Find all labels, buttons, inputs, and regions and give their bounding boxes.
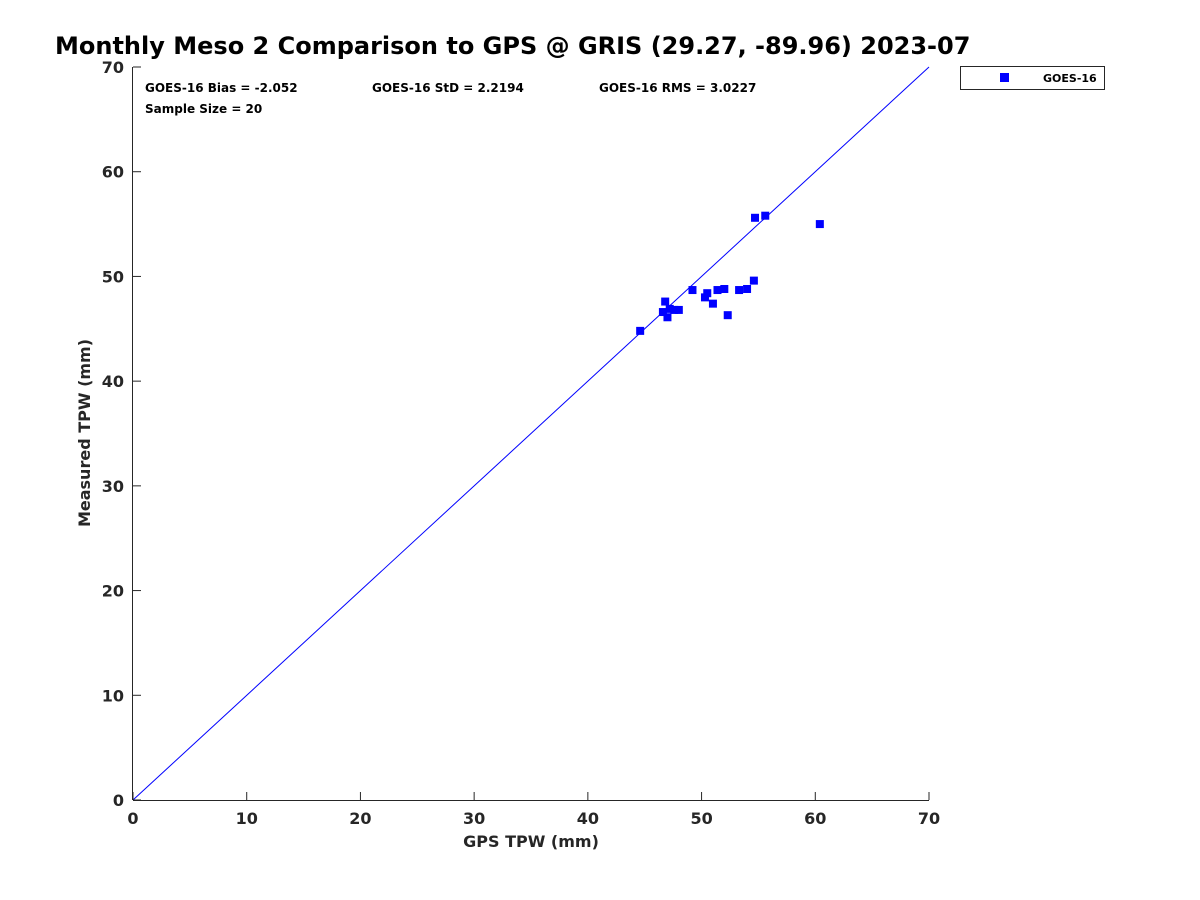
x-tick-label: 20 [349, 809, 371, 828]
legend-label: GOES-16 [1043, 72, 1097, 85]
axes-layer [132, 67, 929, 801]
data-point [670, 305, 679, 314]
std-annotation: GOES-16 StD = 2.2194 [372, 81, 524, 95]
y-axis-label: Measured TPW (mm) [75, 339, 94, 527]
data-point [674, 305, 683, 314]
data-point [708, 299, 717, 308]
x-tick-label: 30 [463, 809, 485, 828]
legend: GOES-16 [960, 66, 1105, 90]
data-point [665, 304, 674, 313]
x-tick-label: 40 [577, 809, 599, 828]
x-axis-ticks: 0 10 20 30 40 50 60 70 [127, 792, 940, 828]
y-tick-label: 70 [102, 58, 124, 77]
sample-size-annotation: Sample Size = 20 [145, 102, 262, 116]
y-axis-ticks: 0 10 20 30 40 50 60 70 [102, 58, 141, 810]
data-point [743, 284, 752, 293]
x-tick-label: 50 [690, 809, 712, 828]
chart-title: Monthly Meso 2 Comparison to GPS @ GRIS … [55, 32, 970, 60]
x-axis-label: GPS TPW (mm) [463, 832, 599, 851]
x-tick-label: 60 [804, 809, 826, 828]
data-point [720, 284, 729, 293]
reference-line-layer [132, 66, 930, 801]
y-tick-label: 60 [102, 163, 124, 182]
y-tick-label: 50 [102, 267, 124, 286]
data-points-layer [636, 211, 824, 335]
x-tick-label: 10 [236, 809, 258, 828]
data-point [723, 311, 732, 320]
bias-annotation: GOES-16 Bias = -2.052 [145, 81, 298, 95]
data-point [663, 313, 672, 322]
x-tick-label: 0 [127, 809, 138, 828]
data-point [713, 286, 722, 295]
y-tick-label: 0 [113, 791, 124, 810]
data-point [700, 293, 709, 302]
data-point [749, 276, 758, 285]
y-tick-label: 10 [102, 686, 124, 705]
data-point [751, 213, 760, 222]
one-to-one-line [132, 66, 930, 801]
stats-annotations: GOES-16 Bias = -2.052 GOES-16 StD = 2.21… [145, 81, 756, 116]
data-point [688, 286, 697, 295]
legend-box [960, 66, 1105, 90]
data-point [661, 297, 670, 306]
data-point [735, 286, 744, 295]
legend-marker [1000, 73, 1009, 82]
data-point [815, 220, 824, 229]
data-point [658, 308, 667, 317]
y-tick-label: 20 [102, 582, 124, 601]
x-tick-label: 70 [918, 809, 940, 828]
data-point [703, 289, 712, 298]
data-point [761, 211, 770, 220]
y-tick-label: 40 [102, 372, 124, 391]
rms-annotation: GOES-16 RMS = 3.0227 [599, 81, 756, 95]
y-tick-label: 30 [102, 477, 124, 496]
data-point [636, 326, 645, 335]
